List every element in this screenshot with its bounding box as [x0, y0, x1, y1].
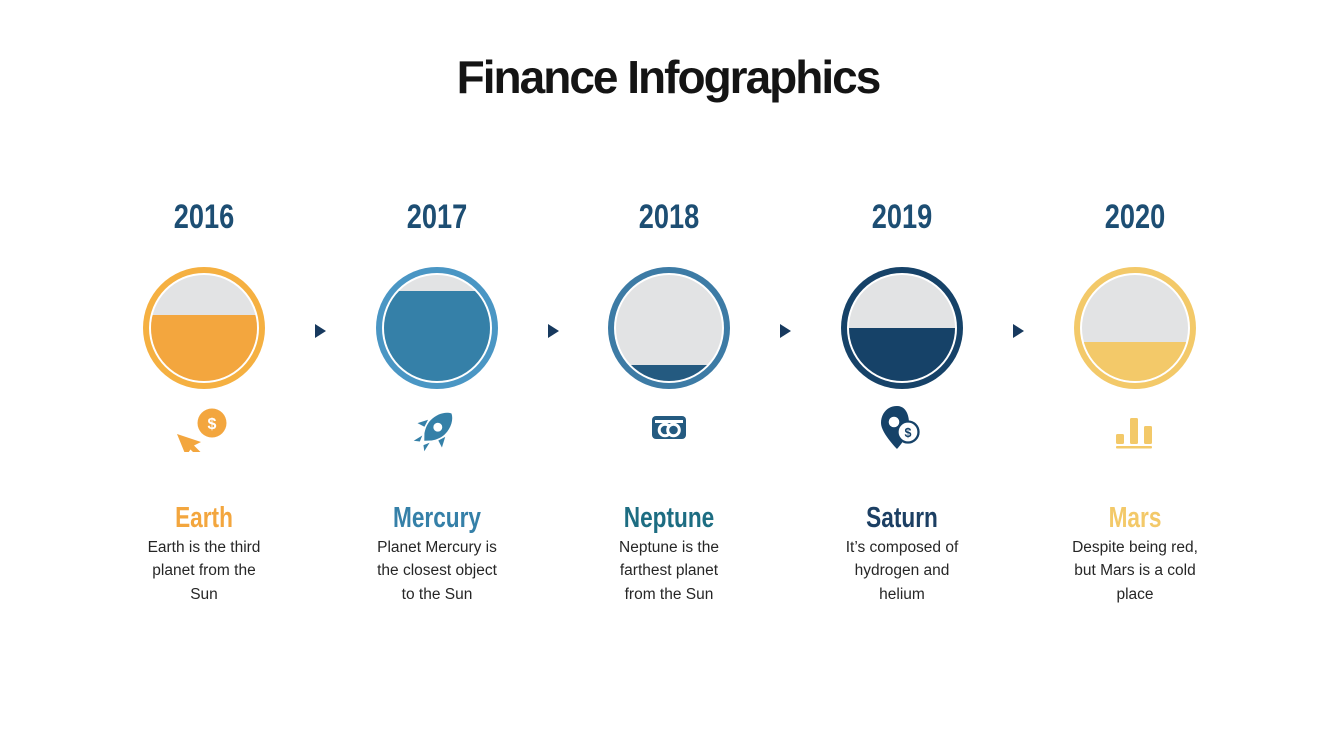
svg-text:$: $ — [905, 426, 912, 440]
svg-text:$: $ — [208, 416, 217, 433]
